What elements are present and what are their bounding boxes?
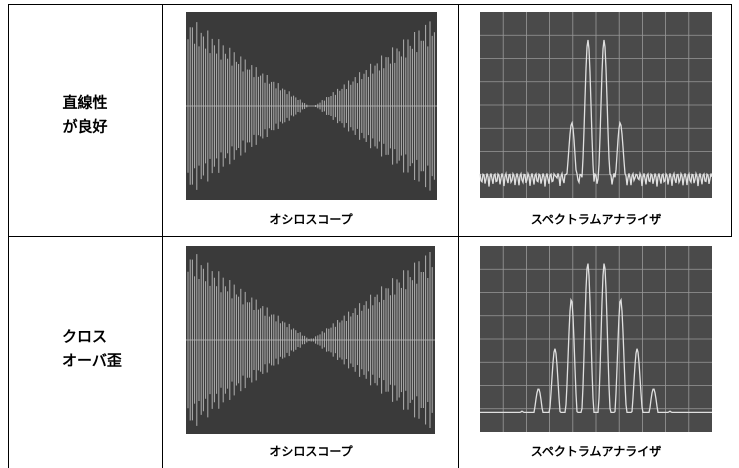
row-label: が良好 xyxy=(62,118,107,136)
images xyxy=(186,12,713,434)
caption: オシロスコープ xyxy=(269,212,353,227)
table-borders xyxy=(8,4,732,468)
spectrum-photo xyxy=(479,12,713,198)
oscilloscope-photo xyxy=(186,12,437,200)
caption: オシロスコープ xyxy=(269,444,353,459)
row-label: クロス xyxy=(62,328,107,346)
oscilloscope-photo xyxy=(186,246,435,434)
spectrum-trace xyxy=(479,39,713,187)
caption: スペクトラムアナライザ xyxy=(531,213,662,227)
row-label: 直線性 xyxy=(62,94,107,112)
caption: スペクトラムアナライザ xyxy=(531,445,662,459)
spectrum-photo xyxy=(480,246,712,432)
spectrum-trace xyxy=(480,263,712,414)
row-label: オーバ歪 xyxy=(62,352,122,370)
